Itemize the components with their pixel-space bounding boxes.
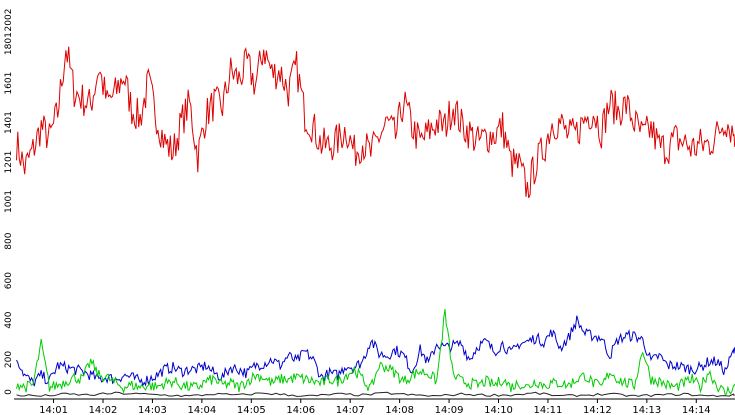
y-tick-label: 1001 <box>4 190 14 213</box>
y-tick-label: 2002 <box>4 9 14 32</box>
y-tick-label: 600 <box>4 272 14 289</box>
x-tick-label: 14:02 <box>89 405 118 415</box>
x-tick-label: 14:01 <box>39 405 68 415</box>
y-tick-label: 1201 <box>4 151 14 174</box>
x-tick-label: 14:13 <box>632 405 661 415</box>
x-tick-label: 14:12 <box>583 405 612 415</box>
y-tick-label: 400 <box>4 311 14 328</box>
y-tick-label: 800 <box>4 232 14 249</box>
x-tick-label: 14:05 <box>237 405 266 415</box>
x-tick-label: 14:10 <box>484 405 513 415</box>
y-tick-label: 0 <box>4 389 14 395</box>
series-layer <box>16 46 735 398</box>
x-tick-label: 14:07 <box>336 405 365 415</box>
series-line-3 <box>16 309 735 396</box>
series-line-1 <box>16 46 735 199</box>
y-tick-label: 200 <box>4 351 14 368</box>
series-line-2 <box>16 315 735 387</box>
x-tick-label: 14:09 <box>435 405 464 415</box>
x-tick-label: 14:14 <box>682 405 711 415</box>
x-axis-ticks: 14:01 14:02 14:03 14:04 14:05 14:06 14:07 14:08… <box>39 399 711 415</box>
series-line-4 <box>16 391 735 398</box>
x-tick-label: 14:06 <box>286 405 315 415</box>
x-tick-label: 14:11 <box>534 405 563 415</box>
y-tick-label: 1401 <box>4 111 14 134</box>
x-tick-label: 14:08 <box>385 405 414 415</box>
y-tick-label: 1601 <box>4 72 14 95</box>
y-tick-label: 1801 <box>4 32 14 55</box>
x-tick-label: 14:03 <box>138 405 167 415</box>
x-tick-label: 14:04 <box>187 405 216 415</box>
